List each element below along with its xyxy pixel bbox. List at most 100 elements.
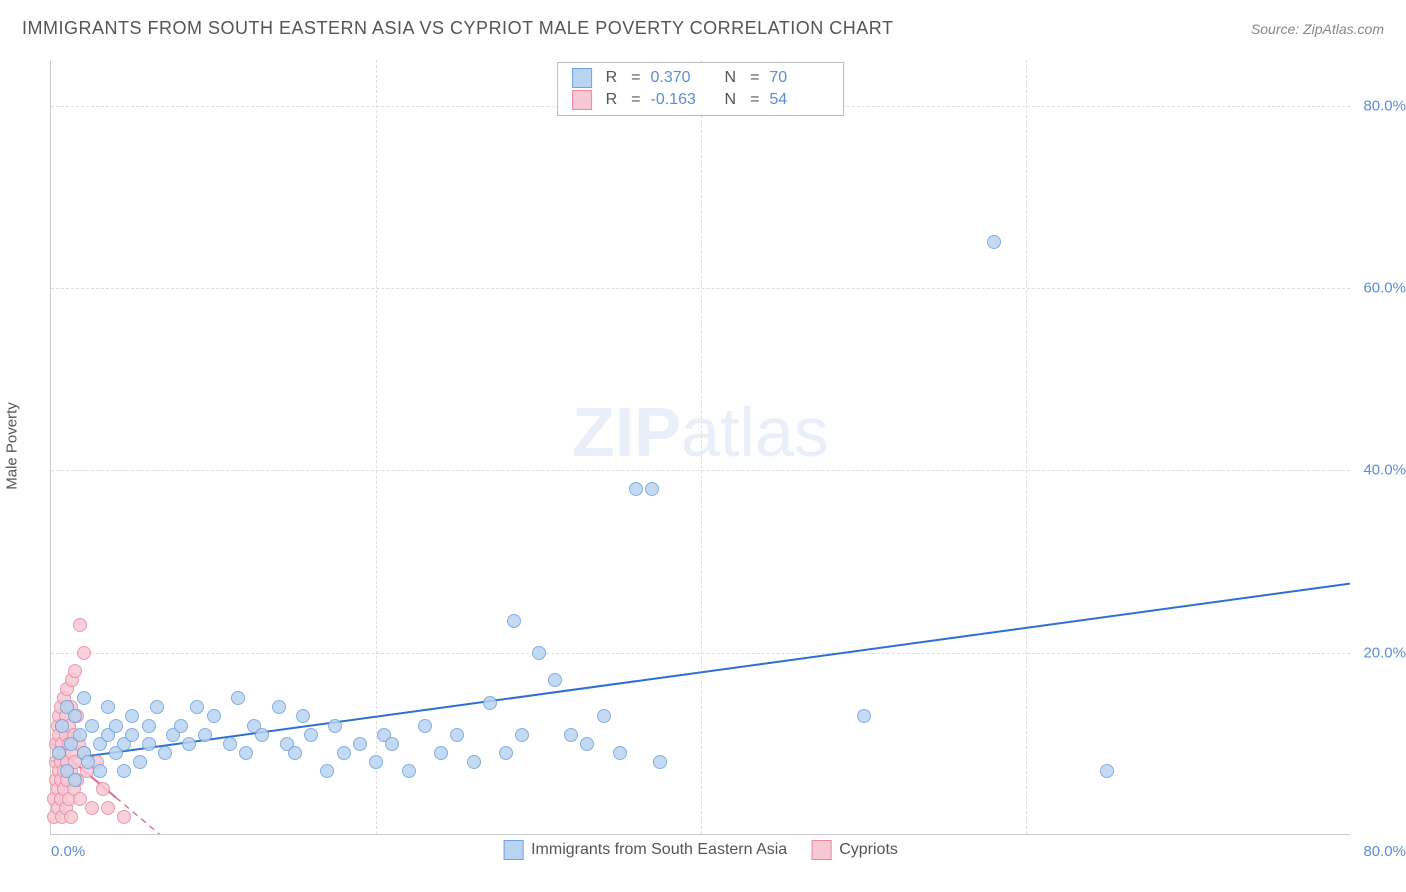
y-axis-title: Male Poverty [4,402,21,490]
data-point [320,764,334,778]
data-point [207,709,221,723]
data-point [73,618,87,632]
r-value-b: -0.163 [651,91,711,109]
data-point [385,737,399,751]
data-point [150,700,164,714]
data-point [68,709,82,723]
r-label: R [606,91,618,109]
y-tick-label: 60.0% [1363,279,1406,296]
data-point [304,728,318,742]
data-point [142,719,156,733]
r-label: R [606,69,618,87]
swatch-series-a-icon [503,840,523,860]
data-point [190,700,204,714]
data-point [369,755,383,769]
swatch-series-b-icon [811,840,831,860]
data-point [101,700,115,714]
eq: = [631,91,640,109]
data-point [55,719,69,733]
chart-title: IMMIGRANTS FROM SOUTH EASTERN ASIA VS CY… [22,18,893,39]
data-point [499,746,513,760]
watermark-bold: ZIP [572,393,681,471]
data-point [450,728,464,742]
legend-item-series-b: Cypriots [811,840,898,860]
data-point [182,737,196,751]
data-point [64,810,78,824]
legend-row-series-a: R = 0.370 N = 70 [572,67,830,89]
data-point [483,696,497,710]
eq: = [750,91,759,109]
data-point [507,614,521,628]
eq: = [631,69,640,87]
data-point [564,728,578,742]
watermark-light: atlas [681,393,829,471]
data-point [629,482,643,496]
data-point [580,737,594,751]
data-point [987,235,1001,249]
data-point [109,719,123,733]
data-point [337,746,351,760]
data-point [296,709,310,723]
data-point [1100,764,1114,778]
r-value-a: 0.370 [651,69,711,87]
n-label: N [725,91,737,109]
data-point [142,737,156,751]
legend-row-series-b: R = -0.163 N = 54 [572,89,830,111]
plot-area: ZIPatlas 20.0%40.0%60.0%80.0% R = 0.370 … [50,60,1350,835]
data-point [597,709,611,723]
data-point [77,646,91,660]
n-value-b: 54 [769,91,829,109]
data-point [272,700,286,714]
data-point [613,746,627,760]
swatch-series-a [572,68,592,88]
data-point [101,801,115,815]
y-tick-label: 40.0% [1363,462,1406,479]
data-point [653,755,667,769]
y-tick-label: 80.0% [1363,97,1406,114]
data-point [96,782,110,796]
legend-item-series-a: Immigrants from South Eastern Asia [503,840,787,860]
data-point [418,719,432,733]
data-point [548,673,562,687]
data-point [174,719,188,733]
data-point [198,728,212,742]
data-point [223,737,237,751]
n-value-a: 70 [769,69,829,87]
data-point [239,746,253,760]
data-point [288,746,302,760]
data-point [255,728,269,742]
swatch-series-b [572,90,592,110]
source-attribution: Source: ZipAtlas.com [1251,21,1384,37]
data-point [77,691,91,705]
data-point [328,719,342,733]
data-point [68,773,82,787]
x-tick-min: 0.0% [51,843,85,860]
data-point [515,728,529,742]
eq: = [750,69,759,87]
gridline-v [701,60,702,834]
data-point [857,709,871,723]
gridline-v [1026,60,1027,834]
data-point [117,764,131,778]
data-point [434,746,448,760]
data-point [125,728,139,742]
x-tick-max: 80.0% [1363,843,1406,860]
data-point [117,810,131,824]
data-point [85,719,99,733]
data-point [231,691,245,705]
series-b-label: Cypriots [839,841,898,859]
data-point [158,746,172,760]
data-point [402,764,416,778]
data-point [532,646,546,660]
series-legend: Immigrants from South Eastern Asia Cypri… [503,840,898,860]
gridline-v [376,60,377,834]
y-tick-label: 20.0% [1363,644,1406,661]
data-point [467,755,481,769]
data-point [353,737,367,751]
data-point [68,664,82,678]
data-point [125,709,139,723]
data-point [645,482,659,496]
series-a-label: Immigrants from South Eastern Asia [531,841,787,859]
data-point [85,801,99,815]
correlation-legend: R = 0.370 N = 70 R = -0.163 N = 54 [557,62,845,116]
